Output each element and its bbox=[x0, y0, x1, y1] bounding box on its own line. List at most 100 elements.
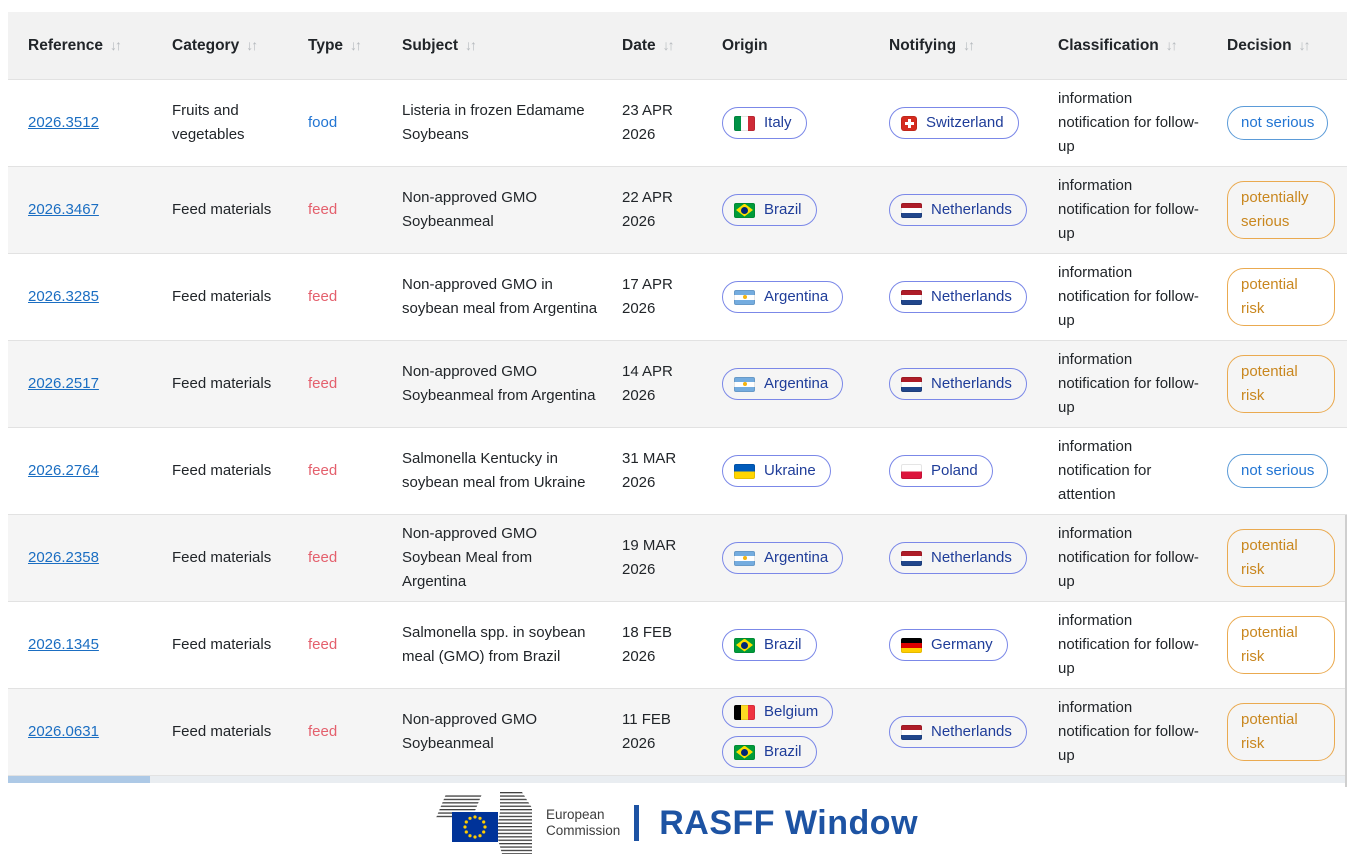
column-header-label: Category bbox=[172, 37, 240, 54]
date-cell: 14 APR 2026 bbox=[610, 340, 710, 428]
type-cell: feed bbox=[296, 166, 390, 254]
reference-link[interactable]: 2026.3285 bbox=[28, 288, 99, 305]
type-cell: feed bbox=[296, 340, 390, 428]
sort-icon[interactable]: ↓↑ bbox=[1298, 37, 1311, 53]
country-flag-icon bbox=[901, 463, 922, 479]
country-badge-argentina: Argentina bbox=[722, 542, 844, 574]
decision-badge: potential risk bbox=[1227, 268, 1335, 326]
origin-cell: Belgium Brazil bbox=[710, 688, 877, 776]
country-name: Italy bbox=[764, 114, 792, 131]
category-cell: Feed materials bbox=[160, 427, 296, 515]
country-badge-netherlands: Netherlands bbox=[889, 716, 1027, 748]
country-flag-icon bbox=[734, 637, 755, 653]
sort-icon[interactable]: ↓↑ bbox=[464, 37, 477, 53]
sort-icon[interactable]: ↓↑ bbox=[109, 37, 122, 53]
column-header-label: Origin bbox=[722, 36, 768, 54]
table-row: 2026.2517 Feed materials feed Non-approv… bbox=[8, 340, 1347, 428]
category-cell: Fruits and vegetables bbox=[160, 79, 296, 167]
category-cell: Feed materials bbox=[160, 601, 296, 689]
decision-cell: not serious bbox=[1215, 79, 1347, 167]
country-badge-brazil: Brazil bbox=[722, 194, 817, 226]
country-name: Poland bbox=[931, 462, 978, 479]
type-label: food bbox=[308, 114, 338, 131]
type-label: feed bbox=[308, 201, 338, 218]
country-badge-netherlands: Netherlands bbox=[889, 368, 1027, 400]
notifying-cell: Netherlands bbox=[877, 688, 1046, 776]
column-header-reference[interactable]: Reference ↓↑ bbox=[8, 12, 160, 80]
classification-cell: information notification for follow-up bbox=[1046, 601, 1215, 689]
origin-cell: Argentina bbox=[710, 253, 877, 341]
column-header-type[interactable]: Type ↓↑ bbox=[296, 12, 390, 80]
classification-cell: information notification for follow-up bbox=[1046, 79, 1215, 167]
country-flag-icon bbox=[734, 463, 755, 479]
type-cell: feed bbox=[296, 514, 390, 602]
column-header-decision[interactable]: Decision ↓↑ bbox=[1215, 12, 1347, 80]
origin-pill-stack: Ukraine bbox=[722, 455, 865, 487]
date-cell: 19 MAR 2026 bbox=[610, 514, 710, 602]
reference-link[interactable]: 2026.3512 bbox=[28, 114, 99, 131]
reference-link[interactable]: 2026.2764 bbox=[28, 462, 99, 479]
country-badge-belgium: Belgium bbox=[722, 696, 834, 728]
table-row: 2026.1345 Feed materials feed Salmonella… bbox=[8, 601, 1347, 689]
origin-pill-stack: Belgium Brazil bbox=[722, 696, 865, 768]
country-flag-icon bbox=[734, 744, 755, 760]
sort-icon[interactable]: ↓↑ bbox=[350, 37, 362, 53]
country-badge-netherlands: Netherlands bbox=[889, 281, 1027, 313]
country-flag-icon bbox=[734, 376, 755, 392]
category-cell: Feed materials bbox=[160, 166, 296, 254]
country-flag-icon bbox=[901, 289, 922, 305]
country-name: Netherlands bbox=[931, 723, 1012, 740]
reference-link[interactable]: 2026.0631 bbox=[28, 723, 99, 740]
reference-cell: 2026.3285 bbox=[8, 253, 160, 341]
type-label: feed bbox=[308, 462, 338, 479]
country-name: Argentina bbox=[764, 549, 829, 566]
date-cell: 11 FEB 2026 bbox=[610, 688, 710, 776]
subject-cell: Non-approved GMO Soybeanmeal bbox=[390, 688, 610, 776]
table-row: 2026.3512 Fruits and vegetables food Lis… bbox=[8, 79, 1347, 167]
origin-cell: Argentina bbox=[710, 340, 877, 428]
origin-cell: Ukraine bbox=[710, 427, 877, 515]
column-header-classification[interactable]: Classification ↓↑ bbox=[1046, 12, 1215, 80]
decision-badge: not serious bbox=[1227, 106, 1329, 140]
country-badge-ukraine: Ukraine bbox=[722, 455, 831, 487]
country-flag-icon bbox=[734, 550, 755, 566]
column-header-notifying[interactable]: Notifying ↓↑ bbox=[877, 12, 1046, 80]
reference-link[interactable]: 2026.2517 bbox=[28, 375, 99, 392]
country-name: Ukraine bbox=[764, 462, 816, 479]
subject-cell: Listeria in frozen Edamame Soybeans bbox=[390, 79, 610, 167]
decision-badge: potential risk bbox=[1227, 703, 1335, 761]
notifying-cell: Poland bbox=[877, 427, 1046, 515]
country-name: Brazil bbox=[764, 201, 802, 218]
sort-icon[interactable]: ↓↑ bbox=[1165, 37, 1178, 53]
horizontal-scrollbar[interactable] bbox=[8, 776, 1347, 783]
category-cell: Feed materials bbox=[160, 253, 296, 341]
column-header-category[interactable]: Category ↓↑ bbox=[160, 12, 296, 80]
horizontal-scrollbar-thumb[interactable] bbox=[8, 776, 150, 783]
origin-pill-stack: Brazil bbox=[722, 194, 865, 226]
column-header-date[interactable]: Date ↓↑ bbox=[610, 12, 710, 80]
notifying-pill-stack: Poland bbox=[889, 455, 1034, 487]
sort-icon[interactable]: ↓↑ bbox=[662, 37, 675, 53]
country-name: Netherlands bbox=[931, 288, 1012, 305]
type-label: feed bbox=[308, 375, 338, 392]
sort-icon[interactable]: ↓↑ bbox=[963, 37, 975, 53]
decision-cell: potential risk bbox=[1215, 601, 1347, 689]
reference-link[interactable]: 2026.1345 bbox=[28, 636, 99, 653]
country-badge-germany: Germany bbox=[889, 629, 1008, 661]
reference-link[interactable]: 2026.3467 bbox=[28, 201, 99, 218]
sort-icon[interactable]: ↓↑ bbox=[246, 37, 258, 53]
european-commission-logo: European Commission bbox=[435, 792, 620, 854]
reference-cell: 2026.3467 bbox=[8, 166, 160, 254]
classification-cell: information notification for follow-up bbox=[1046, 166, 1215, 254]
origin-pill-stack: Argentina bbox=[722, 542, 865, 574]
notifying-pill-stack: Netherlands bbox=[889, 368, 1034, 400]
classification-cell: information notification for follow-up bbox=[1046, 514, 1215, 602]
country-badge-netherlands: Netherlands bbox=[889, 542, 1027, 574]
subject-cell: Salmonella spp. in soybean meal (GMO) fr… bbox=[390, 601, 610, 689]
notifying-cell: Netherlands bbox=[877, 514, 1046, 602]
column-header-subject[interactable]: Subject ↓↑ bbox=[390, 12, 610, 80]
ec-logo-text: European Commission bbox=[546, 807, 620, 839]
country-badge-argentina: Argentina bbox=[722, 281, 844, 313]
classification-cell: information notification for follow-up bbox=[1046, 253, 1215, 341]
reference-link[interactable]: 2026.2358 bbox=[28, 549, 99, 566]
